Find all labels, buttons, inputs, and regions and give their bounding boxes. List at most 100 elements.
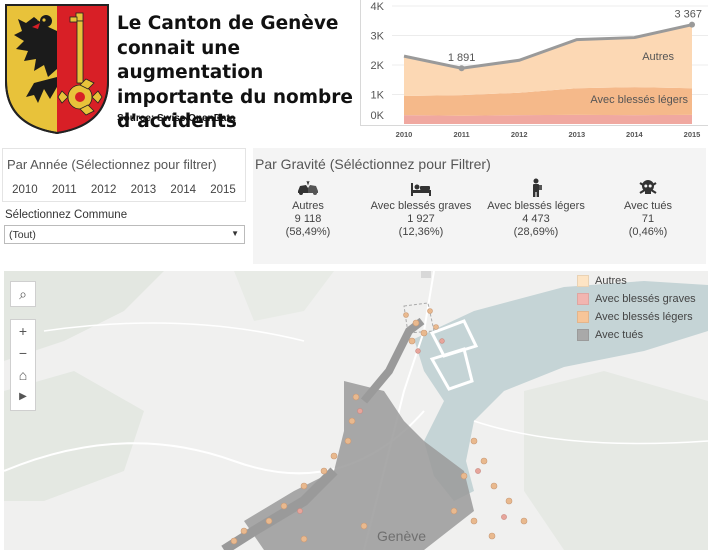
- gravity-item-blesses-legers[interactable]: Avec blessés légers 4 473 (28,69%): [481, 178, 591, 239]
- minus-icon: −: [18, 345, 28, 361]
- gravity-filter-panel: Par Gravité (Séléctionnez pour Filtrer) …: [253, 148, 706, 264]
- total-line: [403, 23, 693, 70]
- x-tick-label: 2010: [396, 130, 413, 139]
- legend-label: Avec blessés graves: [595, 293, 696, 305]
- road-shield: [421, 271, 431, 278]
- data-source: Source: Swiss OpenData: [117, 113, 236, 124]
- gravity-label: Avec tués: [623, 200, 673, 212]
- gravity-count: 9 118: [294, 213, 322, 225]
- x-tick-label: 2013: [568, 130, 585, 139]
- x-tick-label: 2014: [626, 130, 644, 139]
- accidents-area-chart[interactable]: 0K 1K 2K 3K 4K 1 891 3 367 Autres Avec blessés l…: [362, 0, 708, 142]
- year-filter-panel: Par Année (Sélectionnez pour filtrer) 20…: [2, 148, 246, 202]
- legend-item[interactable]: Autres: [577, 272, 704, 290]
- gravity-percent: (58,49%): [285, 226, 331, 238]
- accident-cluster: [244, 381, 474, 550]
- plus-icon: +: [18, 323, 28, 339]
- year-option[interactable]: 2015: [210, 184, 236, 196]
- commune-border: [429, 347, 474, 391]
- accident-cluster: [221, 467, 338, 550]
- gravity-count: 1 927: [407, 213, 435, 225]
- y-tick-label: 0K: [371, 110, 385, 122]
- gravity-item-tues[interactable]: Avec tués 71 (0,46%): [593, 178, 703, 239]
- zoom-in-button[interactable]: +: [11, 320, 35, 342]
- area-label: Autres: [642, 51, 674, 63]
- year-option[interactable]: 2012: [90, 184, 117, 196]
- terrain-area: [524, 371, 708, 550]
- gravity-label: Autres: [292, 200, 324, 212]
- play-icon: ▶: [19, 391, 27, 402]
- road: [473, 420, 708, 445]
- accidents-map[interactable]: Genève ⌕ + − ⌂ ▶: [4, 271, 708, 550]
- legend-item[interactable]: Avec tués: [577, 326, 704, 344]
- data-label: 3 367: [674, 9, 702, 21]
- reset-view-button[interactable]: ⌂: [11, 364, 35, 386]
- year-filter-list: 2010 2011 2012 2013 2014 2015: [3, 184, 245, 200]
- year-option[interactable]: 2011: [51, 184, 77, 196]
- accident-points: [230, 308, 528, 545]
- gravity-item-blesses-graves[interactable]: Avec blessés graves 1 927 (12,36%): [366, 178, 476, 239]
- car-crash-icon: [298, 180, 318, 195]
- hospital-bed-icon: [411, 183, 431, 196]
- commune-select-value: (Tout): [9, 229, 36, 241]
- x-tick-label: 2011: [453, 130, 469, 139]
- chart-frame: [360, 0, 708, 126]
- y-tick-label: 3K: [371, 31, 385, 43]
- map-zoom-controls: + − ⌂ ▶: [10, 319, 36, 411]
- injured-person-icon: [533, 178, 542, 197]
- page-title: Le Canton de Genève connait une augmenta…: [117, 13, 353, 132]
- legend-swatch: [577, 329, 589, 341]
- gravity-count: 4 473: [522, 213, 550, 225]
- gravity-label: Avec blessés légers: [487, 200, 585, 212]
- data-label: 1 891: [448, 52, 476, 64]
- commune-select[interactable]: (Tout) ▼: [4, 225, 245, 244]
- area-series: [404, 114, 692, 124]
- pan-toggle-button[interactable]: ▶: [11, 386, 35, 408]
- legend-label: Autres: [595, 275, 627, 287]
- year-option[interactable]: 2010: [12, 184, 38, 196]
- x-tick-label: 2012: [511, 130, 528, 139]
- gravity-item-autres[interactable]: Autres 9 118 (58,49%): [253, 178, 363, 239]
- year-filter-title: Par Année (Sélectionnez pour filtrer): [7, 157, 217, 172]
- accident-points: [297, 338, 507, 520]
- terrain-area: [4, 371, 144, 501]
- gravity-percent: (28,69%): [513, 226, 559, 238]
- terrain-area: [4, 271, 164, 361]
- y-tick-label: 1K: [371, 90, 385, 102]
- accident-cluster: [360, 317, 425, 404]
- legend-item[interactable]: Avec blessés légers: [577, 308, 704, 326]
- geneva-crest-logo: [5, 4, 109, 135]
- search-icon: ⌕: [19, 286, 27, 302]
- map-canvas: Genève: [4, 271, 708, 550]
- area-series: [404, 24, 692, 96]
- legend-swatch: [577, 293, 589, 305]
- y-tick-label: 2K: [371, 60, 385, 72]
- lake: [414, 281, 708, 501]
- gravity-count: 71: [641, 213, 655, 225]
- area-label: Avec blessés légers: [590, 94, 688, 106]
- gravity-label: Avec blessés graves: [370, 200, 472, 212]
- commune-label: Sélectionnez Commune: [5, 209, 128, 221]
- terrain-area: [234, 271, 334, 321]
- gravity-filter-title: Par Gravité (Séléctionnez pour Filtrer): [255, 156, 491, 172]
- commune-border: [429, 319, 479, 358]
- zoom-out-button[interactable]: −: [11, 342, 35, 364]
- total-point: [689, 21, 695, 28]
- gravity-percent: (12,36%): [398, 226, 444, 238]
- area-series: [404, 87, 692, 116]
- gravity-percent: (0,46%): [628, 226, 668, 238]
- y-tick-label: 4K: [371, 1, 385, 13]
- x-tick-label: 2015: [684, 130, 701, 139]
- total-point: [458, 65, 465, 72]
- road: [43, 322, 305, 342]
- year-option[interactable]: 2014: [170, 184, 197, 196]
- map-city-label: Genève: [377, 528, 426, 544]
- map-search-button[interactable]: ⌕: [10, 281, 36, 307]
- legend-label: Avec blessés légers: [595, 311, 693, 323]
- map-legend: Autres Avec blessés graves Avec blessés …: [577, 272, 704, 344]
- home-icon: ⌂: [18, 367, 28, 383]
- legend-swatch: [577, 311, 589, 323]
- year-option[interactable]: 2013: [130, 184, 157, 196]
- legend-item[interactable]: Avec blessés graves: [577, 290, 704, 308]
- chevron-down-icon: ▼: [231, 229, 239, 238]
